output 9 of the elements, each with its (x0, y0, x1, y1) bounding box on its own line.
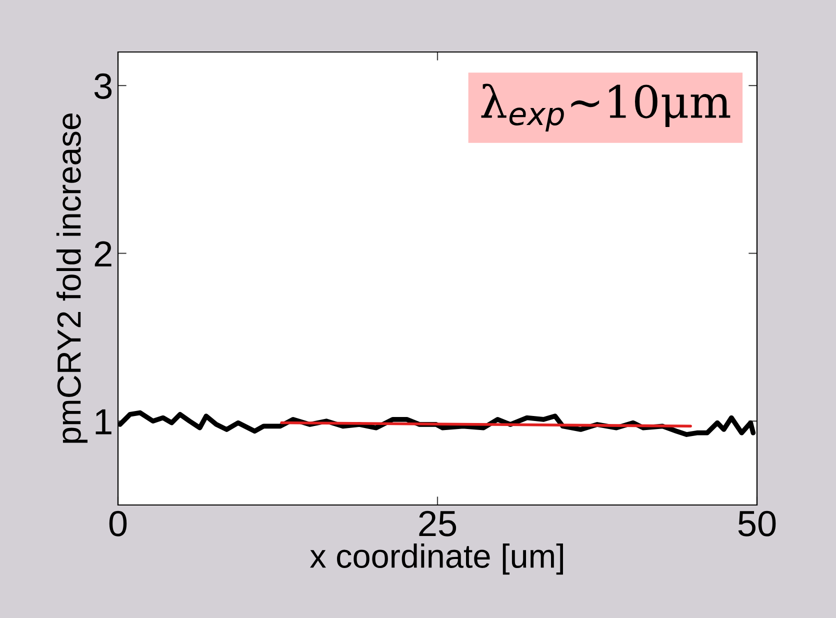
x-tick-label: 25 (419, 510, 456, 536)
y-tick-label: 3 (94, 73, 112, 99)
y-tick-label: 2 (94, 241, 112, 266)
x-tick-label: 50 (738, 510, 776, 536)
annotation: λ$_{exp}$~10μm (481, 84, 730, 132)
y-tick-label: 1 (96, 409, 112, 434)
x-axis-title: x coordinate [um] (310, 544, 563, 575)
y-axis-title: pmCRY2 fold increase (56, 114, 88, 443)
x-tick-label: 0 (109, 510, 127, 536)
